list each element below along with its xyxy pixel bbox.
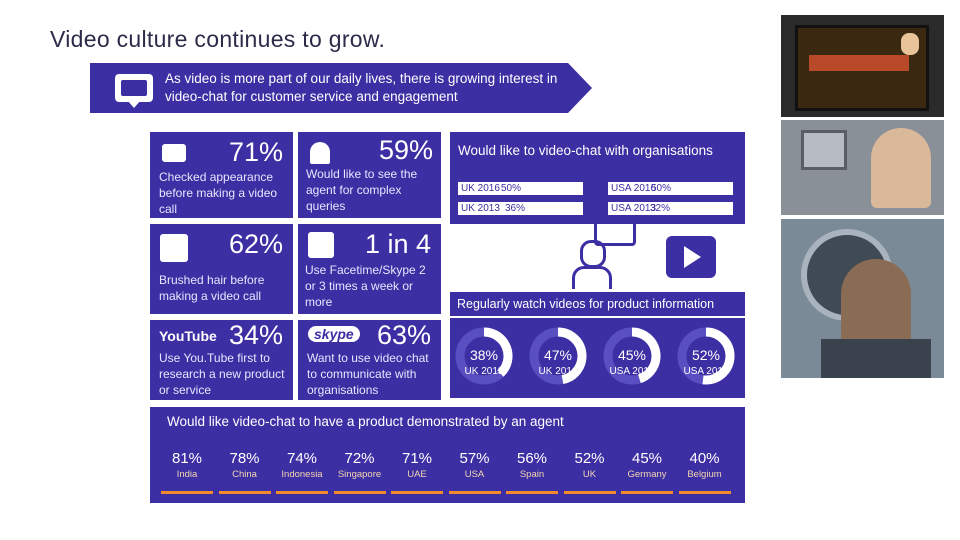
tile-percent: 1 in 4 — [364, 229, 431, 259]
tile-percent: 63% — [376, 320, 431, 350]
country-stat: 52% UK — [563, 447, 616, 494]
donut-label: USA 2016 — [683, 366, 728, 377]
country-value: 81% — [171, 450, 203, 467]
country-value: 71% — [401, 450, 433, 467]
speech-bubble-icon — [115, 74, 153, 108]
country-value: 56% — [516, 450, 548, 467]
youtube-logo-icon: YouTube — [159, 328, 217, 344]
country-stat: 71% UAE — [391, 447, 443, 494]
chat-bubble-icon — [594, 218, 636, 246]
country-stat: 45% Germany — [621, 447, 673, 494]
donut-label: UK 2013 — [465, 366, 504, 377]
country-name: China — [232, 469, 257, 480]
tile-description: Would like to see the agent for complex … — [306, 167, 418, 213]
donut-label: UK 2016 — [539, 366, 578, 377]
donut-arc — [702, 327, 735, 385]
tile-percent: 71% — [228, 137, 283, 167]
tile-percent: 62% — [228, 229, 283, 259]
country-name: Indonesia — [281, 469, 323, 480]
country-value: 45% — [631, 450, 663, 467]
tile-description: Want to use video chat to communicate wi… — [307, 351, 429, 397]
donut-arc — [557, 327, 587, 384]
bar-value: 32% — [650, 203, 671, 214]
bar-label: UK 2016 — [461, 183, 500, 194]
bar-track — [458, 202, 583, 215]
country-name: Singapore — [337, 469, 382, 480]
country-name: India — [176, 469, 198, 480]
country-name: Belgium — [687, 469, 722, 480]
tablet-photo — [781, 15, 944, 117]
regular-watch-title: Regularly watch videos for product infor… — [457, 297, 715, 311]
bar-label: USA 2013 — [611, 203, 657, 214]
country-value: 40% — [689, 450, 720, 467]
country-name: UK — [582, 469, 597, 480]
country-name: UAE — [407, 469, 427, 480]
bar-track — [608, 182, 733, 195]
tile-see-agent: 59% Would like to see the agent for comp… — [298, 132, 441, 218]
country-name: Germany — [627, 469, 667, 480]
tile-brushed-hair: 62% Brushed hair before making a video c… — [150, 224, 293, 314]
tile-description: Brushed hair before making a video call — [159, 273, 265, 303]
donut-value: 38% — [470, 347, 498, 363]
videochat-title: Would like to video-chat with organisati… — [458, 143, 713, 158]
country-value: 57% — [459, 450, 490, 467]
donut-value: 47% — [544, 347, 572, 363]
intro-banner — [90, 63, 568, 113]
tile-description: Use Facetime/Skype 2 or 3 times a week o… — [305, 263, 426, 309]
country-stat: 72% Singapore — [333, 447, 386, 494]
tile-description: Checked appearance before making a video… — [159, 170, 278, 216]
country-stat: 40% Belgium — [678, 447, 731, 494]
tile-percent: 34% — [228, 320, 283, 350]
tile-percent: 59% — [378, 135, 433, 165]
agent-icon — [310, 142, 330, 164]
country-stat: 57% USA — [448, 447, 501, 494]
tile-youtube: YouTube 34% Use You.Tube first to resear… — [150, 320, 293, 400]
country-value: 74% — [286, 450, 318, 467]
facebook-icon — [308, 232, 334, 258]
video-play-icon — [666, 236, 716, 278]
donut-arc — [631, 327, 661, 384]
donut-chart-group: 38% UK 2013 47% UK 2016 45% USA 2013 52% USA 20… — [455, 327, 735, 385]
country-name: USA — [464, 469, 485, 480]
bar-value: 50% — [651, 183, 672, 194]
demo-title: Would like video-chat to have a product … — [167, 414, 564, 429]
donut-arc — [483, 327, 513, 377]
country-stat: 56% Spain — [506, 447, 558, 494]
country-stat: 81% India — [161, 447, 213, 494]
video-kiosk-photo — [781, 120, 944, 215]
tile-checked-appearance: 71% Checked appearance before making a v… — [150, 132, 293, 218]
country-name: Spain — [519, 469, 545, 480]
regular-watch-header — [450, 292, 745, 316]
bar-value: 50% — [501, 183, 522, 194]
bar-track — [608, 202, 733, 215]
bar-label: USA 2016 — [611, 183, 657, 194]
tile-facetime-skype: 1 in 4 Use Facetime/Skype 2 or 3 times a… — [298, 224, 441, 314]
banner-arrow — [568, 63, 592, 113]
tile-description: Use You.Tube first to research a new pro… — [159, 351, 285, 397]
banner-text: As video is more part of our daily lives… — [165, 71, 558, 104]
country-value: 52% — [574, 450, 605, 467]
country-stat: 78% China — [218, 447, 271, 494]
play-icon — [160, 234, 188, 262]
bar-value: 36% — [505, 203, 526, 214]
country-stat: 74% Indonesia — [276, 447, 328, 494]
country-value: 78% — [229, 450, 260, 467]
skype-logo-icon: skype — [308, 326, 360, 342]
bar-track — [458, 182, 583, 195]
donut-value: 52% — [692, 347, 720, 363]
person-icon — [568, 232, 612, 289]
country-value: 72% — [344, 450, 375, 467]
page-title: Video culture continues to grow. — [50, 26, 386, 52]
tile-skype: skype 63% Want to use video chat to comm… — [298, 320, 441, 400]
engineer-photo — [781, 219, 944, 378]
video-camera-icon — [162, 144, 186, 162]
bar-label: UK 2013 — [461, 203, 500, 214]
donut-label: USA 2013 — [609, 366, 654, 377]
donut-value: 45% — [618, 347, 646, 363]
